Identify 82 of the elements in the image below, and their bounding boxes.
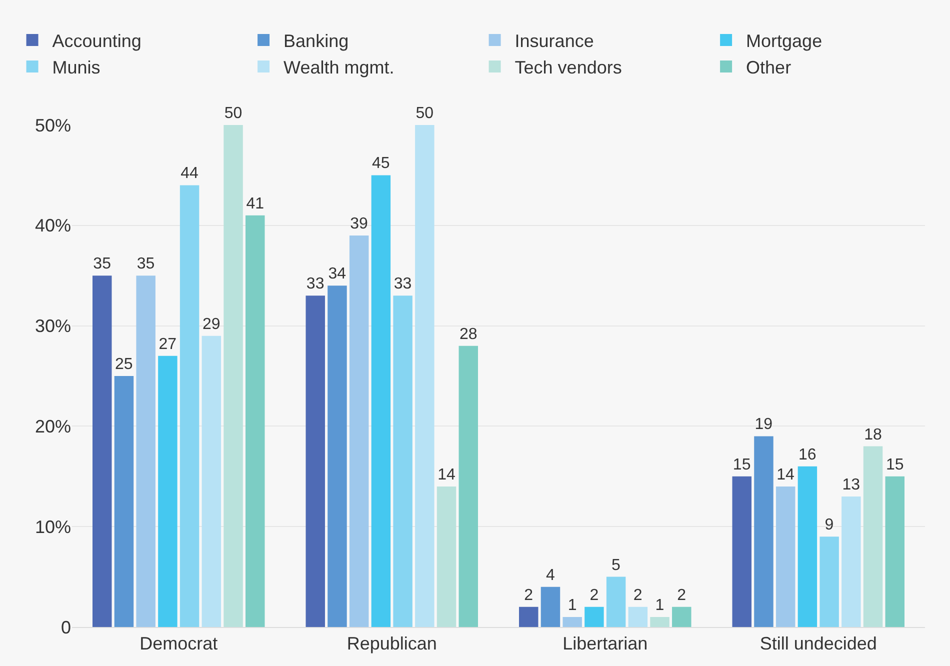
data-label: 28 xyxy=(459,326,478,343)
bar xyxy=(158,356,178,627)
data-label: 1 xyxy=(568,596,577,614)
data-label: 50 xyxy=(416,105,434,122)
bar xyxy=(202,336,222,627)
legend-label: Tech vendors xyxy=(514,57,622,78)
bar xyxy=(519,606,538,627)
bar xyxy=(371,175,391,627)
bar xyxy=(136,276,156,627)
legend-label: Munis xyxy=(52,57,100,78)
data-label: 33 xyxy=(306,276,324,293)
y-tick-label: 40% xyxy=(34,216,71,236)
y-tick-label: 20% xyxy=(34,416,71,436)
data-label: 14 xyxy=(776,466,795,484)
legend-label: Other xyxy=(746,57,792,78)
x-tick-label: Democrat xyxy=(140,634,218,654)
x-tick-label: Republican xyxy=(346,634,437,654)
bar xyxy=(224,125,243,627)
bar xyxy=(732,476,752,627)
data-label: 34 xyxy=(328,266,346,283)
legend-label: Accounting xyxy=(52,31,142,52)
bar xyxy=(842,496,861,627)
bar xyxy=(628,606,648,627)
y-tick-label: 0 xyxy=(60,617,71,638)
bar xyxy=(672,606,692,627)
bar xyxy=(584,606,604,627)
data-label: 45 xyxy=(372,155,390,172)
bar xyxy=(798,466,818,627)
bar xyxy=(606,576,626,627)
bar xyxy=(650,616,670,627)
data-label: 19 xyxy=(754,416,773,434)
legend-label: Banking xyxy=(284,31,349,52)
data-label: 2 xyxy=(677,586,686,604)
data-label: 5 xyxy=(612,556,621,574)
data-label: 4 xyxy=(546,566,555,584)
legend-label: Mortgage xyxy=(746,31,822,52)
data-label: 2 xyxy=(633,586,642,604)
bar xyxy=(885,476,904,627)
data-label: 1 xyxy=(655,596,664,614)
bar xyxy=(114,376,134,627)
bar xyxy=(754,436,774,627)
legend-label: Insurance xyxy=(514,31,594,52)
bar xyxy=(306,296,325,627)
data-label: 9 xyxy=(824,516,834,534)
bar xyxy=(458,346,478,627)
x-tick-label: Still undecided xyxy=(760,634,877,654)
data-label: 2 xyxy=(590,586,599,604)
data-label: 39 xyxy=(350,215,368,232)
x-tick-label: Libertarian xyxy=(562,634,648,654)
bar xyxy=(540,586,560,627)
data-label: 15 xyxy=(732,456,751,474)
bar xyxy=(393,296,412,627)
bar xyxy=(863,446,883,627)
bar xyxy=(820,536,839,627)
data-label: 27 xyxy=(158,336,177,353)
data-label: 35 xyxy=(93,256,112,273)
bar xyxy=(349,235,369,627)
y-tick-label: 30% xyxy=(34,316,71,336)
data-label: 18 xyxy=(864,426,882,444)
bar xyxy=(562,616,582,627)
data-label: 35 xyxy=(136,256,155,273)
y-tick-label: 50% xyxy=(34,115,71,136)
data-label: 13 xyxy=(842,476,860,494)
bar xyxy=(436,486,456,627)
data-label: 16 xyxy=(798,446,816,464)
bar xyxy=(246,215,265,627)
data-label: 33 xyxy=(394,276,412,293)
bar xyxy=(328,286,347,627)
data-label: 50 xyxy=(224,105,242,122)
y-tick-label: 10% xyxy=(34,516,71,537)
bar xyxy=(92,276,112,627)
legend-label: Wealth mgmt. xyxy=(284,57,394,78)
data-label: 29 xyxy=(202,316,220,333)
bar xyxy=(415,125,434,627)
data-label: 41 xyxy=(246,195,264,212)
data-label: 25 xyxy=(115,356,133,373)
data-label: 2 xyxy=(524,586,534,604)
data-label: 14 xyxy=(438,466,456,484)
bar xyxy=(776,486,796,627)
bar xyxy=(180,185,200,627)
data-label: 15 xyxy=(886,456,904,474)
data-label: 44 xyxy=(180,165,199,182)
